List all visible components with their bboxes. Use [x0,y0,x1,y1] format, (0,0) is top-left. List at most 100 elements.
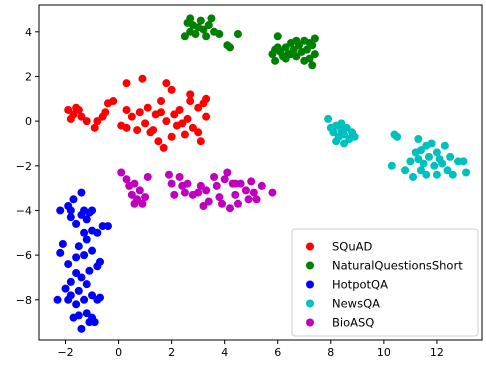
point-newsqa [332,137,341,146]
point-hotpotqa [88,291,97,300]
point-hotpotqa [66,213,75,222]
point-squad [90,123,99,132]
point-hotpotqa [74,242,83,251]
point-squad [186,90,195,99]
point-newsqa [416,166,425,175]
point-newsqa [393,132,402,141]
point-naturalquestionsshort [292,36,301,45]
point-bioasq [143,172,152,181]
x-tick-label: −2 [57,346,73,359]
point-squad [167,85,176,94]
point-bioasq [164,170,173,179]
point-newsqa [462,168,471,177]
point-newsqa [448,170,457,179]
point-bioasq [135,186,144,195]
point-naturalquestionsshort [233,30,242,39]
point-newsqa [438,159,447,168]
point-naturalquestionsshort [287,50,296,59]
point-naturalquestionsshort [308,61,317,70]
point-bioasq [244,195,253,204]
point-squad [202,112,211,121]
point-hotpotqa [72,300,81,309]
point-hotpotqa [72,253,81,262]
point-hotpotqa [56,248,65,257]
point-bioasq [188,190,197,199]
point-bioasq [220,175,229,184]
point-bioasq [167,179,176,188]
point-newsqa [340,130,349,139]
point-squad [178,119,187,128]
point-hotpotqa [66,206,75,215]
point-newsqa [350,132,359,141]
point-squad [101,108,110,117]
point-squad [138,74,147,83]
point-hotpotqa [85,266,94,275]
point-squad [149,126,158,135]
point-newsqa [440,141,449,150]
point-bioasq [241,186,250,195]
point-newsqa [432,148,441,157]
point-squad [141,119,150,128]
point-squad [194,103,203,112]
point-naturalquestionsshort [202,32,211,41]
point-bioasq [268,188,277,197]
point-bioasq [257,181,266,190]
point-bioasq [212,181,221,190]
point-squad [109,97,118,106]
point-bioasq [231,179,240,188]
point-newsqa [324,114,333,123]
point-newsqa [409,172,418,181]
point-bioasq [199,202,208,210]
point-squad [154,137,163,146]
point-hotpotqa [88,206,97,215]
point-squad [157,108,166,117]
point-hotpotqa [74,286,83,295]
x-tick-label: 12 [430,346,444,359]
y-tick-label: −6 [16,249,32,262]
point-hotpotqa [72,269,81,277]
point-hotpotqa [69,195,78,204]
point-hotpotqa [72,219,81,228]
point-naturalquestionsshort [305,38,314,47]
point-bioasq [231,190,240,199]
y-tick-label: 4 [25,26,32,39]
point-newsqa [342,123,351,132]
point-squad [143,103,152,112]
legend-marker [306,299,314,308]
legend-label: NaturalQuestionsShort [332,259,463,273]
point-newsqa [329,128,338,137]
point-squad [77,112,86,121]
point-bioasq [122,175,131,184]
point-newsqa [427,139,436,148]
point-squad [186,97,195,106]
point-hotpotqa [96,293,105,302]
point-newsqa [446,152,455,161]
point-naturalquestionsshort [191,30,200,39]
point-newsqa [419,159,428,168]
point-bioasq [233,199,242,208]
point-newsqa [443,166,452,175]
data-points [53,14,471,333]
point-hotpotqa [66,277,75,286]
x-tick-label: 2 [168,346,175,359]
point-newsqa [340,139,349,148]
point-squad [194,128,203,137]
point-naturalquestionsshort [300,56,309,65]
point-hotpotqa [66,291,75,300]
y-tick-label: −2 [16,160,32,173]
point-naturalquestionsshort [310,50,319,59]
point-hotpotqa [103,222,112,231]
point-hotpotqa [80,228,89,237]
point-squad [162,117,171,126]
point-naturalquestionsshort [215,30,224,39]
point-squad [159,143,168,152]
point-bioasq [204,197,213,206]
point-newsqa [406,157,415,166]
point-hotpotqa [77,324,86,333]
x-tick-label: 0 [115,346,122,359]
y-tick-label: 0 [25,115,32,128]
point-newsqa [416,146,425,155]
point-squad [202,94,211,103]
point-naturalquestionsshort [199,25,208,34]
point-hotpotqa [53,295,62,304]
